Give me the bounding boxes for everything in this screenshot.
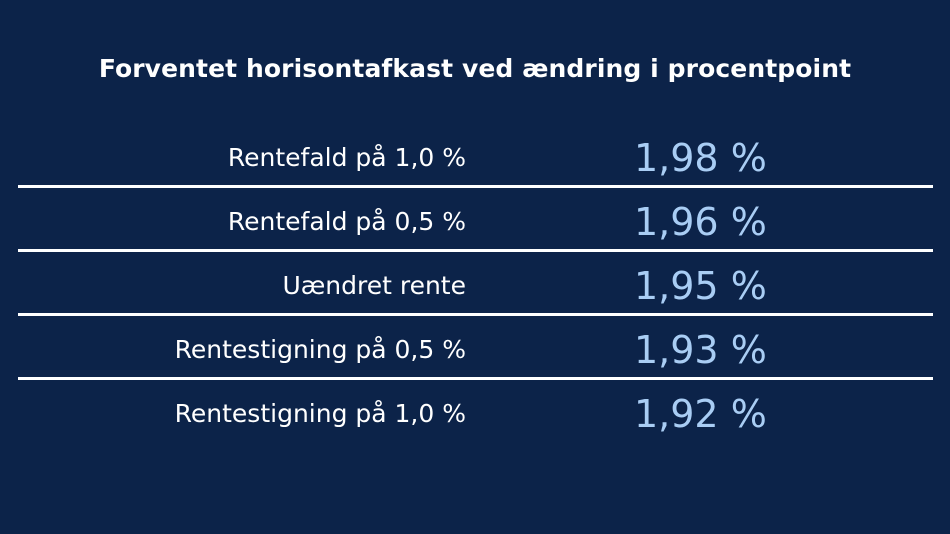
- expected-return-value: 1,92 %: [634, 392, 767, 436]
- table-row: Rentestigning på 0,5 % 1,93 %: [0, 316, 950, 380]
- scenario-label: Rentefald på 0,5 %: [227, 207, 466, 236]
- table-row: Rentefald på 1,0 % 1,98 %: [0, 124, 950, 188]
- rate-scenario-table: Rentefald på 1,0 % 1,98 % Rentefald på 0…: [0, 124, 950, 444]
- slide-title: Forventet horisontafkast ved ændring i p…: [98, 54, 852, 83]
- row-divider: [18, 313, 933, 316]
- scenario-label: Rentestigning på 0,5 %: [174, 335, 466, 364]
- scenario-label: Rentefald på 1,0 %: [227, 143, 466, 172]
- row-divider: [18, 377, 933, 380]
- expected-return-value: 1,96 %: [634, 200, 767, 244]
- scenario-label: Uændret rente: [282, 271, 466, 300]
- table-row: Uændret rente 1,95 %: [0, 252, 950, 316]
- row-divider: [18, 249, 933, 252]
- row-divider: [18, 185, 933, 188]
- expected-return-value: 1,95 %: [634, 264, 767, 308]
- expected-return-value: 1,98 %: [634, 136, 767, 180]
- table-row: Rentestigning på 1,0 % 1,92 %: [0, 380, 950, 444]
- table-row: Rentefald på 0,5 % 1,96 %: [0, 188, 950, 252]
- expected-return-value: 1,93 %: [634, 328, 767, 372]
- scenario-label: Rentestigning på 1,0 %: [174, 399, 466, 428]
